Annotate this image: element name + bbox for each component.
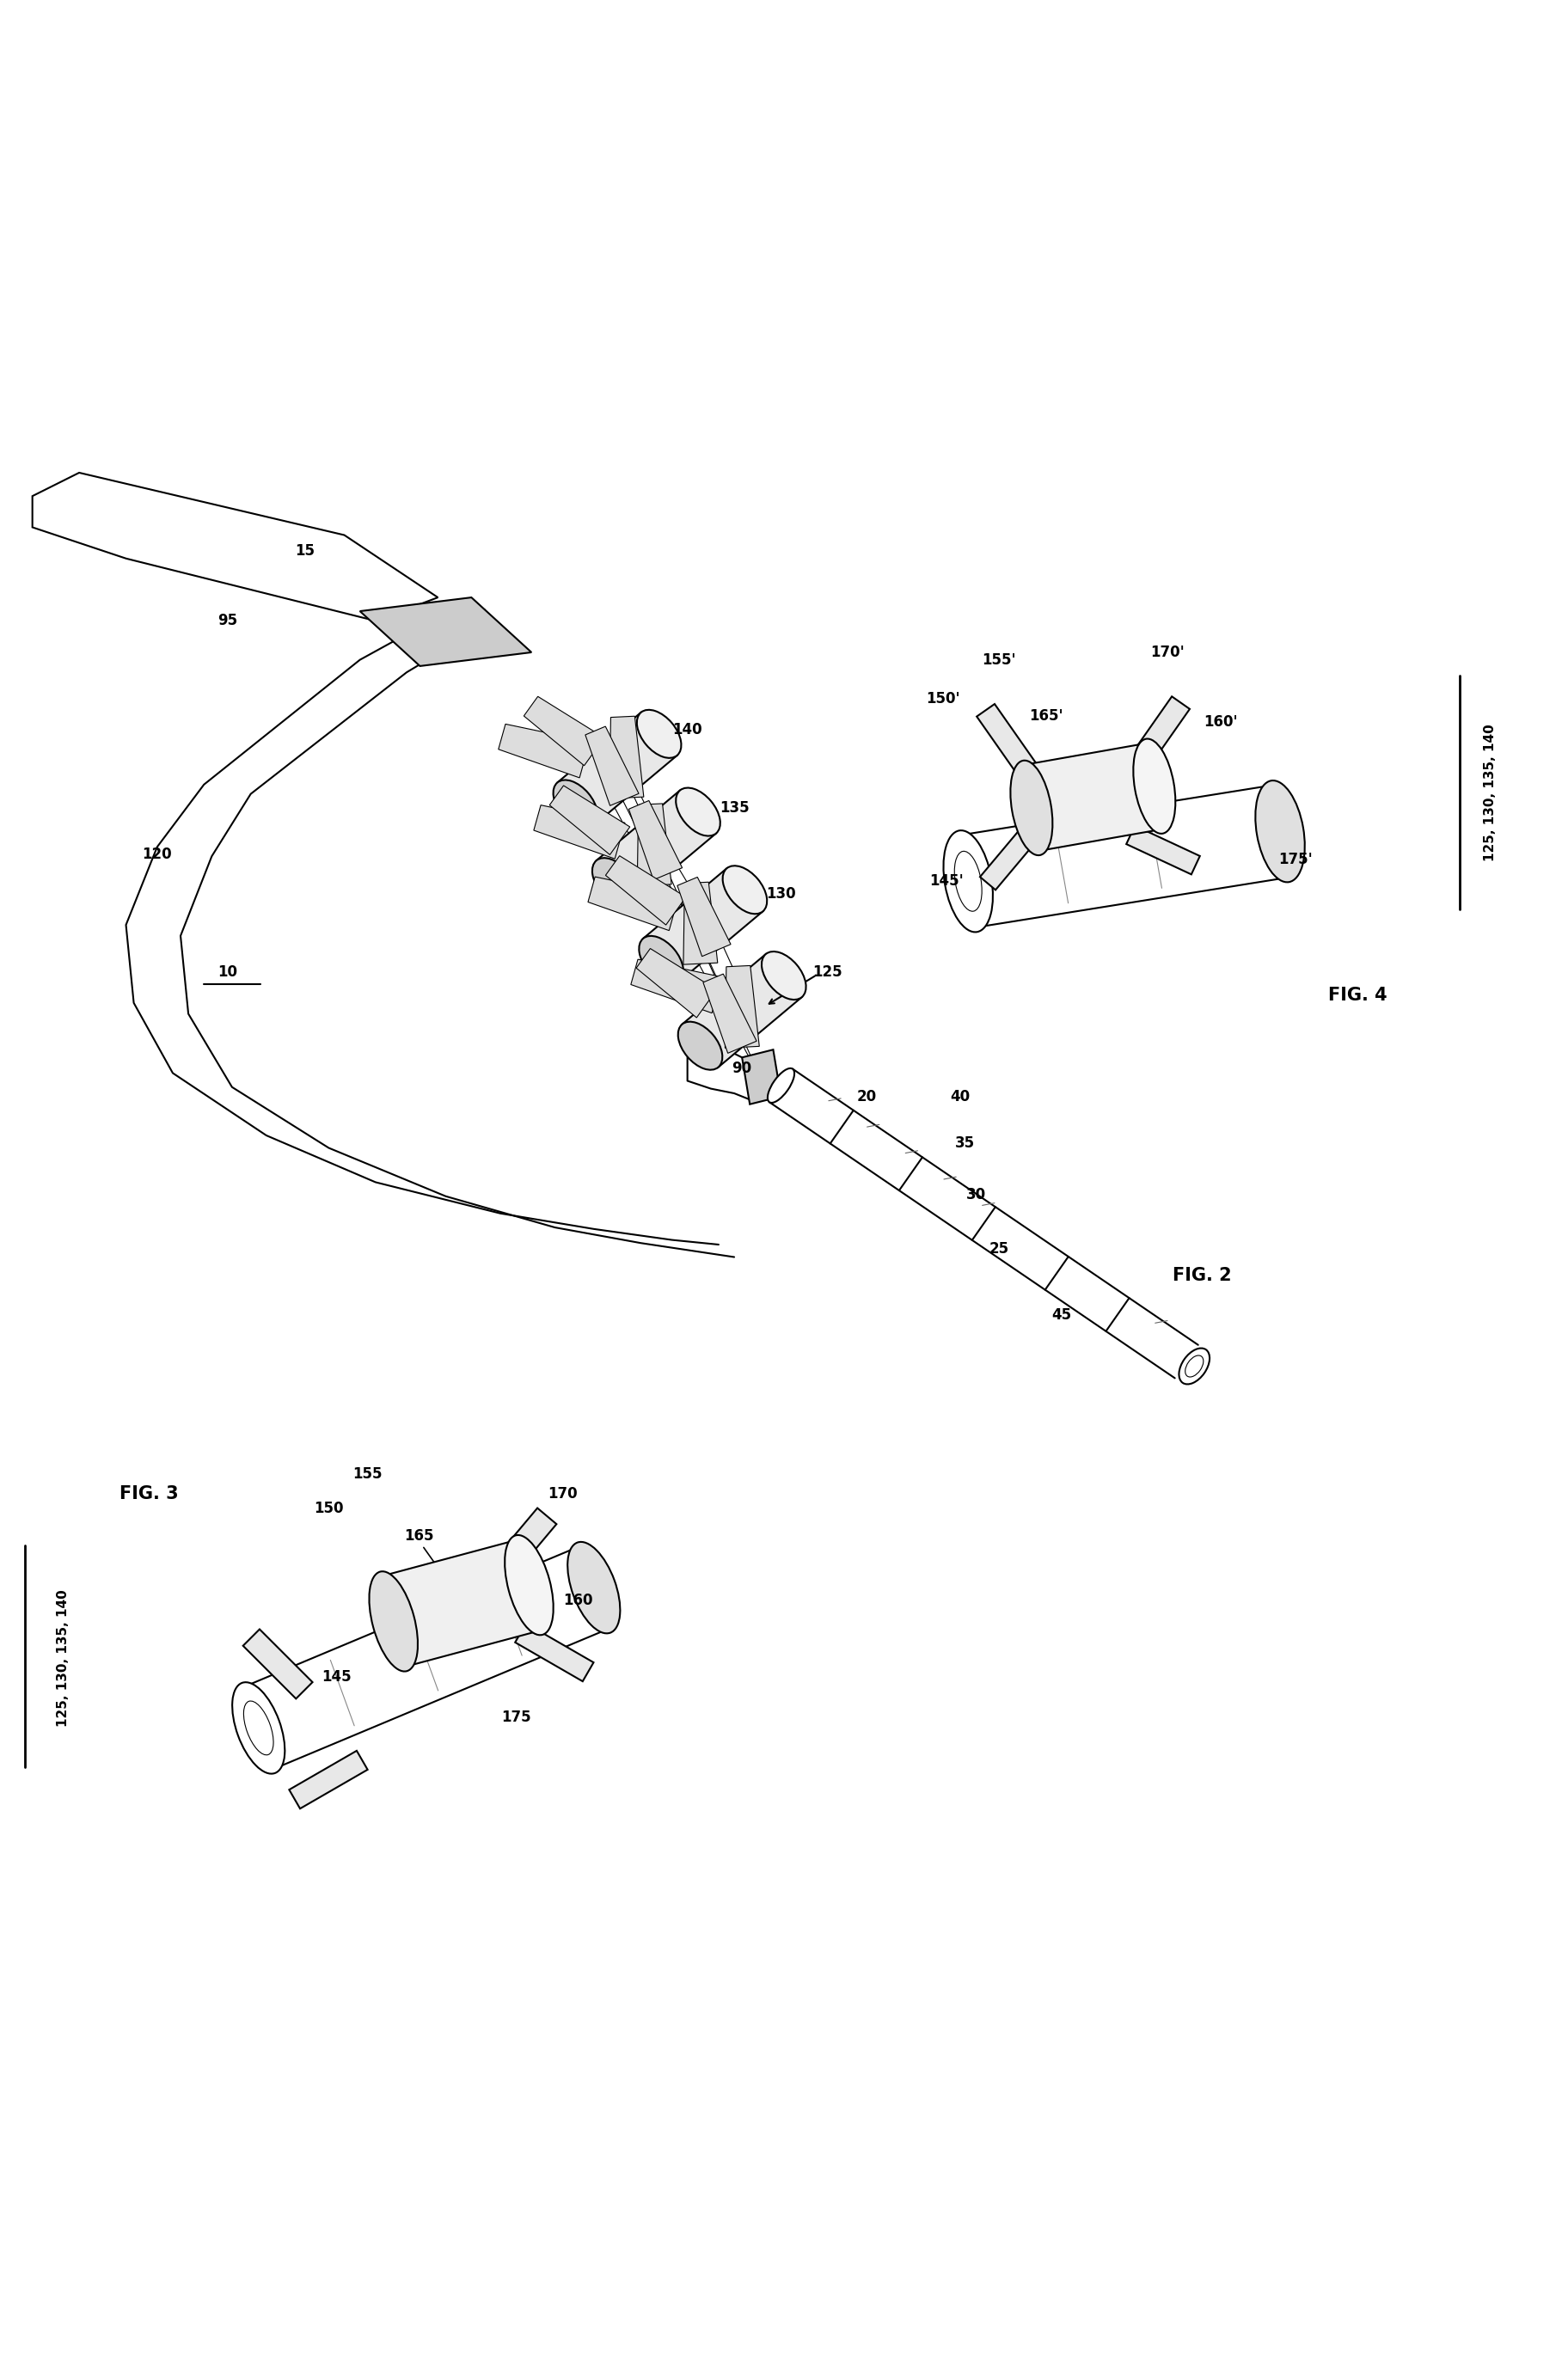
Polygon shape	[1128, 697, 1190, 774]
Polygon shape	[33, 474, 437, 621]
Polygon shape	[979, 819, 1043, 890]
Polygon shape	[558, 712, 676, 826]
Ellipse shape	[505, 1535, 553, 1635]
Polygon shape	[725, 966, 759, 1047]
Text: 155': 155'	[982, 652, 1017, 666]
Polygon shape	[289, 1752, 367, 1809]
Polygon shape	[550, 785, 629, 854]
Text: 145': 145'	[929, 873, 964, 890]
Text: 40: 40	[950, 1088, 970, 1104]
Polygon shape	[606, 857, 686, 926]
Text: 175: 175	[501, 1709, 531, 1726]
Polygon shape	[515, 1623, 594, 1680]
Ellipse shape	[592, 857, 637, 907]
Polygon shape	[534, 804, 625, 859]
Polygon shape	[1126, 826, 1200, 873]
Polygon shape	[597, 790, 715, 904]
Ellipse shape	[767, 1069, 795, 1102]
Text: 90: 90	[733, 1061, 751, 1076]
Polygon shape	[244, 1630, 312, 1699]
Ellipse shape	[639, 935, 684, 983]
Text: 135: 135	[720, 800, 750, 816]
Text: 30: 30	[965, 1188, 986, 1202]
Text: 125: 125	[812, 964, 842, 981]
Text: 155: 155	[353, 1466, 383, 1480]
Ellipse shape	[1011, 762, 1053, 854]
Text: 150': 150'	[926, 690, 961, 707]
Text: 165': 165'	[1029, 709, 1064, 724]
Text: 125, 130, 135, 140: 125, 130, 135, 140	[58, 1590, 70, 1726]
Polygon shape	[636, 950, 717, 1019]
Polygon shape	[683, 883, 717, 964]
Ellipse shape	[1256, 781, 1304, 883]
Ellipse shape	[1134, 738, 1176, 833]
Ellipse shape	[637, 709, 681, 757]
Polygon shape	[523, 697, 604, 766]
Text: 25: 25	[989, 1242, 1009, 1257]
Text: 10: 10	[217, 964, 237, 981]
Ellipse shape	[567, 1542, 620, 1633]
Text: 130: 130	[765, 885, 797, 902]
Text: 145: 145	[322, 1668, 351, 1685]
Polygon shape	[631, 959, 722, 1014]
Polygon shape	[1025, 743, 1162, 852]
Polygon shape	[629, 800, 683, 881]
Polygon shape	[637, 804, 672, 885]
Text: 150: 150	[314, 1499, 344, 1516]
Polygon shape	[359, 597, 531, 666]
Polygon shape	[683, 954, 801, 1066]
Ellipse shape	[369, 1571, 417, 1671]
Text: 35: 35	[954, 1135, 975, 1152]
Text: 95: 95	[217, 614, 237, 628]
Ellipse shape	[762, 952, 806, 1000]
Ellipse shape	[1179, 1347, 1209, 1385]
Ellipse shape	[676, 788, 720, 835]
Ellipse shape	[233, 1683, 284, 1773]
Polygon shape	[483, 1509, 556, 1590]
Text: 165: 165	[405, 1528, 434, 1545]
Ellipse shape	[723, 866, 767, 914]
Text: 45: 45	[1051, 1307, 1072, 1323]
Polygon shape	[976, 704, 1037, 778]
Text: 125, 130, 135, 140: 125, 130, 135, 140	[1484, 724, 1496, 862]
Polygon shape	[678, 878, 731, 957]
Polygon shape	[498, 724, 589, 778]
Ellipse shape	[943, 831, 993, 933]
Text: 175': 175'	[1279, 852, 1312, 866]
Text: 170': 170'	[1151, 645, 1186, 659]
Polygon shape	[587, 876, 679, 931]
Ellipse shape	[553, 781, 598, 828]
Polygon shape	[742, 1050, 781, 1104]
Text: 170: 170	[548, 1488, 578, 1502]
Text: 140: 140	[673, 721, 703, 738]
Polygon shape	[609, 716, 644, 800]
Polygon shape	[586, 726, 639, 807]
Text: FIG. 3: FIG. 3	[120, 1485, 180, 1502]
Ellipse shape	[678, 1021, 722, 1071]
Text: 20: 20	[858, 1088, 876, 1104]
Polygon shape	[644, 869, 762, 981]
Polygon shape	[703, 973, 756, 1054]
Text: 160': 160'	[1204, 714, 1237, 731]
Text: 160: 160	[564, 1592, 594, 1609]
Text: FIG. 2: FIG. 2	[1173, 1266, 1231, 1285]
Text: FIG. 4: FIG. 4	[1329, 985, 1387, 1004]
Polygon shape	[381, 1540, 540, 1666]
Text: 15: 15	[295, 543, 316, 559]
Text: 120: 120	[142, 847, 172, 862]
